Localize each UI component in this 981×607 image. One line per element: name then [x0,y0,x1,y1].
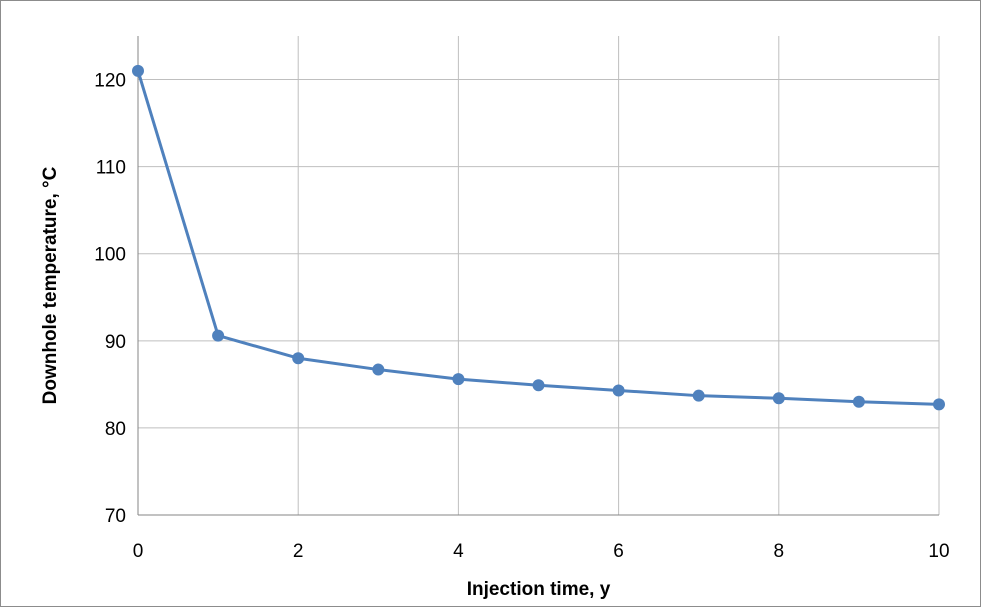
x-tick-label-4: 4 [453,541,464,562]
tick-labels: 70 80 90 100 110 120 0 2 4 6 8 10 [94,71,949,562]
data-point [933,398,945,411]
y-tick-label-110: 110 [96,158,126,179]
x-tick-label-8: 8 [774,541,785,562]
data-point [772,392,785,405]
data-point [292,352,305,365]
y-tick-label-70: 70 [105,506,126,527]
x-tick-label-0: 0 [133,541,144,562]
y-tick-label-100: 100 [94,245,126,266]
y-tick-label-120: 120 [94,71,126,92]
data-point [852,395,865,408]
data-point [532,379,545,392]
x-axis-title: Injection time, y [467,579,611,600]
axes [137,36,939,516]
data-point [212,329,225,342]
y-tick-label-90: 90 [105,332,126,353]
data-point [612,384,625,397]
x-tick-label-10: 10 [928,541,949,562]
x-tick-label-6: 6 [613,541,624,562]
series [132,64,945,411]
y-axis-title: Downhole temperature, °C [40,166,61,404]
data-point [132,64,144,77]
x-tick-label-2: 2 [293,541,304,562]
y-tick-label-80: 80 [105,419,126,440]
data-point [372,363,385,376]
grid [138,36,940,515]
data-point [692,389,705,402]
data-point [452,373,465,386]
series-line-0 [136,69,941,406]
